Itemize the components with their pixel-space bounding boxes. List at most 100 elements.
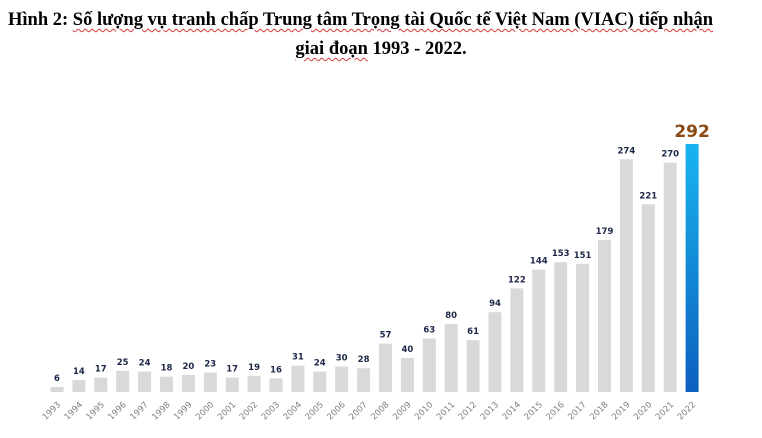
bar-1997	[138, 371, 152, 392]
x-tick-2011: 2011	[435, 400, 457, 422]
title-text-line-2a: giai đoạn	[295, 39, 368, 59]
x-tick-1995: 1995	[85, 400, 107, 422]
x-tick-2021: 2021	[654, 400, 676, 422]
value-label-2021: 270	[661, 150, 679, 160]
x-tick-2010: 2010	[413, 400, 435, 422]
x-tick-2022: 2022	[676, 400, 698, 422]
title-text-line-1: Số lượng vụ tranh chấp Trung tâm Trọng t…	[72, 10, 714, 30]
x-tick-1999: 1999	[172, 400, 194, 422]
value-label-2000: 23	[204, 360, 216, 370]
bar-1998	[160, 376, 173, 392]
bar-2022	[685, 144, 699, 392]
bar-2016	[554, 262, 568, 392]
x-tick-1996: 1996	[106, 400, 128, 422]
x-tick-2003: 2003	[260, 400, 282, 422]
bar-1993	[50, 386, 64, 392]
value-label-2013: 94	[489, 299, 501, 309]
x-tick-2006: 2006	[325, 400, 347, 422]
value-labels: 6 14 17 25 24 18 20 23 17 19 16 31 24 30 28 57 40 63 80 61 9…	[54, 122, 710, 384]
bar-2006	[335, 366, 349, 392]
bar-2004	[291, 365, 305, 392]
bar-2019	[619, 159, 633, 392]
value-label-2010: 63	[423, 326, 435, 336]
x-tick-1994: 1994	[63, 400, 85, 422]
bar-2014	[510, 288, 524, 392]
x-tick-2014: 2014	[501, 400, 523, 422]
value-label-1994: 14	[73, 367, 85, 377]
x-tick-2008: 2008	[369, 400, 391, 422]
bar-1996	[116, 370, 130, 392]
x-tick-1993: 1993	[41, 400, 63, 422]
bar-2012	[466, 340, 480, 392]
x-tick-2016: 2016	[544, 400, 566, 422]
value-label-2002: 19	[248, 363, 260, 373]
value-label-2014: 122	[508, 275, 526, 285]
x-tick-2013: 2013	[479, 400, 501, 422]
value-label-2020: 221	[639, 191, 657, 201]
value-label-1997: 24	[139, 359, 151, 369]
bar-1995	[94, 377, 108, 392]
bar-2008	[379, 343, 392, 392]
value-label-2022: 292	[674, 122, 710, 142]
chart-title-line-1: Hình 2: Số lượng vụ tranh chấp Trung tâm…	[0, 6, 762, 35]
x-tick-1997: 1997	[128, 400, 150, 422]
x-tick-2009: 2009	[391, 400, 413, 422]
value-label-2003: 16	[270, 365, 282, 375]
value-label-2001: 17	[226, 365, 238, 375]
x-tick-1998: 1998	[150, 400, 172, 422]
value-label-1998: 18	[161, 364, 173, 374]
bar-2018	[598, 240, 611, 392]
chart-title: Hình 2: Số lượng vụ tranh chấp Trung tâm…	[0, 6, 762, 64]
bar-2003	[269, 378, 283, 392]
value-label-1993: 6	[54, 374, 60, 384]
bar-2017	[576, 263, 590, 392]
value-label-1996: 25	[117, 358, 129, 368]
x-tick-2019: 2019	[610, 400, 632, 422]
x-tick-2015: 2015	[523, 400, 545, 422]
bar-2015	[532, 269, 546, 392]
bar-2007	[357, 368, 371, 392]
bar-2002	[247, 375, 261, 392]
x-tick-2012: 2012	[457, 400, 479, 422]
bar-2005	[313, 371, 327, 392]
value-label-2008: 57	[380, 331, 392, 341]
x-tick-2002: 2002	[238, 400, 260, 422]
value-label-2006: 30	[336, 354, 348, 364]
value-label-2018: 179	[596, 227, 614, 237]
x-tick-2020: 2020	[632, 400, 654, 422]
x-tick-2017: 2017	[566, 400, 588, 422]
bar-2000	[203, 372, 217, 392]
bar-2020	[641, 204, 655, 392]
value-label-1995: 17	[95, 365, 107, 375]
value-label-2019: 274	[618, 146, 636, 156]
figure-label: Hình 2:	[8, 10, 73, 30]
x-tick-2005: 2005	[304, 400, 326, 422]
value-label-2007: 28	[358, 355, 370, 365]
bar-2013	[488, 312, 502, 392]
x-tick-2018: 2018	[588, 400, 610, 422]
bar-2011	[444, 324, 458, 392]
value-label-2005: 24	[314, 359, 326, 369]
x-tick-2007: 2007	[347, 400, 369, 422]
value-label-2009: 40	[401, 345, 413, 355]
bar-1994	[72, 380, 86, 392]
value-label-2011: 80	[445, 311, 457, 321]
bar-series	[50, 144, 699, 392]
value-label-2015: 144	[530, 257, 548, 267]
value-label-2017: 151	[574, 251, 592, 261]
x-tick-2001: 2001	[216, 400, 238, 422]
value-label-2016: 153	[552, 249, 570, 259]
chart-title-line-2: giai đoạn 1993 - 2022.	[0, 35, 762, 64]
x-axis-tick-labels: 1993 1994 1995 1996 1997 1998 1999 2000 2001 2002…	[41, 400, 698, 422]
value-label-2004: 31	[292, 353, 304, 363]
bar-2009	[400, 358, 414, 392]
x-tick-2004: 2004	[282, 400, 304, 422]
bar-2021	[663, 162, 677, 392]
value-label-1999: 20	[182, 362, 194, 372]
x-tick-2000: 2000	[194, 400, 216, 422]
bar-2010	[422, 338, 436, 392]
value-label-2012: 61	[467, 327, 479, 337]
title-text-line-2b: 1993 - 2022.	[367, 39, 467, 59]
bar-2001	[225, 377, 239, 392]
